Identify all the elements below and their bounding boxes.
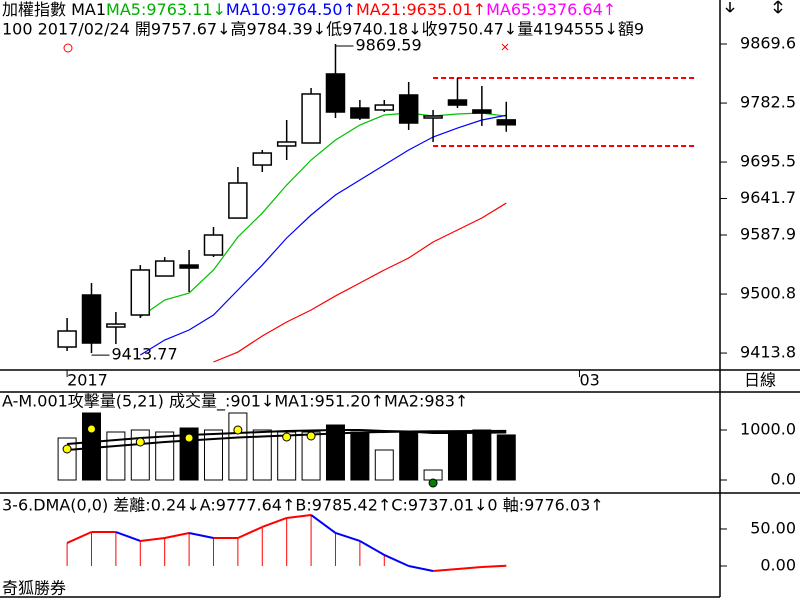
y-tick-label: 9782.5	[740, 93, 796, 112]
legend-item: 加權指數 MA1	[2, 0, 106, 19]
candle-body	[228, 182, 248, 219]
candle-body	[179, 264, 199, 269]
dma-segment	[286, 513, 312, 519]
legend-item: MA10:9764.50↑	[226, 0, 356, 19]
dma-segment	[408, 565, 434, 572]
volume-point	[86, 424, 96, 434]
y-tick-label: 9587.9	[740, 225, 796, 244]
x-tick-label: 2017	[67, 371, 108, 390]
dma-segment	[140, 537, 165, 542]
dma-segment	[481, 564, 507, 569]
icons	[725, 0, 783, 14]
marker-x	[501, 43, 509, 51]
volume-bar	[228, 412, 248, 481]
annotation: 9869.59	[355, 36, 421, 55]
annotation: 9413.77	[111, 345, 177, 364]
volume-point	[233, 425, 243, 435]
volume-bar	[130, 429, 150, 481]
candle-body	[130, 269, 151, 316]
dma-segment	[237, 526, 263, 539]
volume-bar	[325, 424, 345, 481]
volume-bar	[350, 431, 370, 481]
candle-body	[325, 73, 346, 113]
volume-bar	[106, 431, 126, 481]
candle-body	[423, 115, 443, 119]
volume-bar	[252, 429, 272, 481]
header-line1: 加權指數 MA1MA5:9763.11↓MA10:9764.50↑MA21:96…	[2, 0, 616, 19]
y-tick-label: 9413.8	[740, 343, 796, 362]
volume-point	[428, 478, 438, 488]
volume-bar	[472, 429, 492, 481]
dma-segment	[457, 566, 482, 571]
candle-body	[472, 109, 492, 114]
volume-point	[184, 433, 194, 443]
x-tick-label: 03	[579, 371, 599, 390]
volume-bar	[447, 431, 467, 481]
y-tick-label: 50.00	[750, 518, 796, 537]
footer: 奇狐勝券	[2, 579, 66, 598]
y-tick-label: 9500.8	[740, 284, 796, 303]
candle-body	[301, 93, 321, 144]
volume-bar	[203, 429, 223, 481]
dma-segment	[432, 568, 458, 573]
y-tick-label: 9869.6	[740, 34, 796, 53]
volume-point	[135, 437, 145, 447]
volume-bar	[399, 431, 419, 481]
marker-circle	[63, 43, 73, 53]
dma-segment	[66, 531, 92, 544]
period-label: 日線	[744, 371, 776, 390]
dma-segment	[188, 531, 214, 539]
dma-segment	[335, 532, 361, 542]
line	[139, 112, 507, 318]
volume-point	[306, 431, 316, 441]
candle-body	[447, 99, 468, 106]
y-tick-label: 9641.7	[740, 188, 796, 207]
volume-bar	[496, 434, 516, 481]
dma-segment	[261, 517, 288, 528]
dma-segment	[115, 531, 141, 542]
volume-title: A-M.001攻擊量(5,21) 成交量_:901↓MA1:951.20↑MA2…	[2, 392, 468, 412]
volume-bar	[155, 431, 175, 481]
header-line2: 100 2017/02/24 開9757.67↓高9784.39↓低9740.1…	[2, 20, 644, 39]
y-tick-label: 0.00	[760, 555, 796, 574]
line	[139, 114, 507, 356]
volume-point	[62, 444, 72, 454]
candle-body	[106, 323, 126, 328]
plot	[57, 44, 697, 573]
legend-item: MA5:9763.11↓	[106, 0, 226, 19]
dma-segment	[383, 554, 410, 567]
dma-segment	[310, 514, 337, 534]
legend-item: MA21:9635.01↑	[356, 0, 486, 19]
candle-body	[398, 94, 419, 124]
volume-bar	[57, 437, 77, 481]
candle-body	[252, 152, 273, 166]
candle-body	[276, 141, 297, 147]
dma-segment	[359, 540, 385, 556]
candle-body	[81, 294, 102, 344]
y-tick-label: 9695.5	[740, 152, 796, 171]
candle-body	[154, 260, 175, 277]
legend-item: MA65:9376.64↑	[486, 0, 616, 19]
candle-body	[57, 330, 77, 348]
candle-body	[350, 107, 370, 119]
candle-body	[203, 234, 224, 256]
line	[213, 202, 507, 363]
candle-body	[374, 104, 395, 111]
dma-segment	[164, 531, 190, 539]
y-tick-label: 0.0	[771, 470, 796, 489]
volume-bar	[374, 449, 394, 481]
candle-body	[496, 119, 517, 126]
y-tick-label: 1000.0	[740, 420, 796, 439]
volume-point	[282, 432, 292, 442]
dma-title: 3-6.DMA(0,0) 差離:0.24↓A:9777.64↑B:9785.42…	[2, 496, 604, 515]
